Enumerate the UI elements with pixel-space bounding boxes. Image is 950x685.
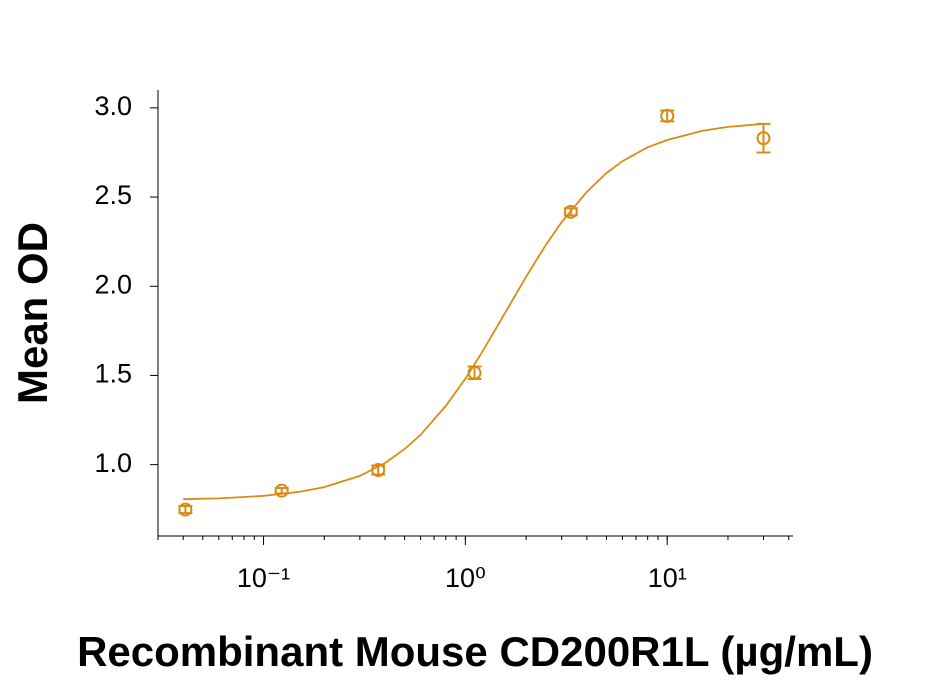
- data-point: [660, 108, 675, 123]
- data-point: [563, 204, 578, 219]
- x-tick-label: 10⁰: [445, 563, 486, 593]
- y-tick-label: 3.0: [94, 91, 132, 121]
- y-tick-label: 2.5: [94, 180, 132, 210]
- x-tick-label: 10¹: [648, 563, 687, 593]
- y-tick-label: 2.0: [94, 269, 132, 299]
- data-point: [467, 365, 482, 380]
- y-tick-label: 1.5: [94, 359, 132, 389]
- data-point: [274, 483, 289, 498]
- x-tick-label: 10⁻¹: [237, 563, 290, 593]
- data-point: [371, 462, 386, 477]
- data-point: [756, 131, 771, 146]
- fit-curve: [183, 123, 764, 501]
- data-point: [178, 502, 193, 517]
- y-axis-title: Mean OD: [9, 222, 56, 404]
- x-axis-title: Recombinant Mouse CD200R1L (µg/mL): [77, 628, 873, 675]
- error-bar: [756, 122, 771, 154]
- y-tick-label: 1.0: [94, 448, 132, 478]
